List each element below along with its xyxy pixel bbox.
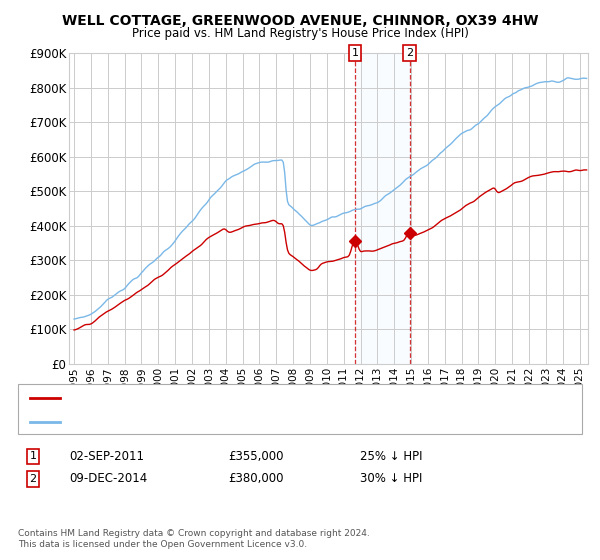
Text: Contains HM Land Registry data © Crown copyright and database right 2024.
This d: Contains HM Land Registry data © Crown c… <box>18 529 370 549</box>
Text: 02-SEP-2011: 02-SEP-2011 <box>69 450 144 463</box>
Text: Price paid vs. HM Land Registry's House Price Index (HPI): Price paid vs. HM Land Registry's House … <box>131 27 469 40</box>
Text: WELL COTTAGE, GREENWOOD AVENUE, CHINNOR,  OX39 4HW (detached house): WELL COTTAGE, GREENWOOD AVENUE, CHINNOR,… <box>69 393 488 403</box>
Bar <box>355 53 410 364</box>
Text: 09-DEC-2014: 09-DEC-2014 <box>69 472 147 486</box>
Text: 1: 1 <box>29 451 37 461</box>
Text: £355,000: £355,000 <box>228 450 284 463</box>
Text: £380,000: £380,000 <box>228 472 284 486</box>
Text: 30% ↓ HPI: 30% ↓ HPI <box>360 472 422 486</box>
Text: HPI: Average price, detached house, South Oxfordshire: HPI: Average price, detached house, Sout… <box>69 417 356 427</box>
Text: 2: 2 <box>29 474 37 484</box>
Text: 25% ↓ HPI: 25% ↓ HPI <box>360 450 422 463</box>
Text: 2: 2 <box>406 48 413 58</box>
Text: WELL COTTAGE, GREENWOOD AVENUE, CHINNOR, OX39 4HW: WELL COTTAGE, GREENWOOD AVENUE, CHINNOR,… <box>62 14 538 28</box>
Text: 1: 1 <box>352 48 358 58</box>
